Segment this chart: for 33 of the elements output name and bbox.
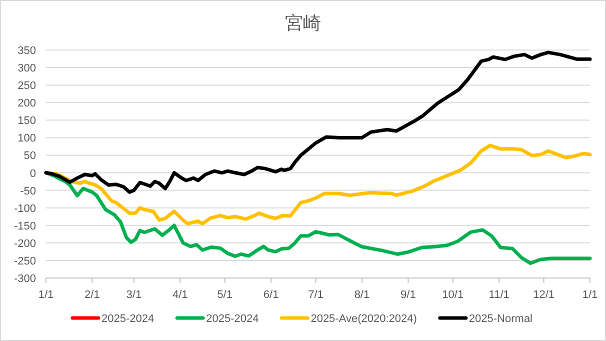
y-tick-label: -150: [14, 220, 36, 232]
y-tick-label: -50: [20, 185, 36, 198]
y-tick-label: 300: [18, 62, 36, 75]
x-tick-label: 4/1: [172, 289, 188, 301]
x-tick-label: 10/1: [442, 289, 464, 301]
x-tick-label: 9/1: [400, 289, 416, 301]
y-tick-label: 50: [24, 150, 36, 162]
x-tick-label: 5/1: [217, 289, 232, 301]
x-tick-label: 7/1: [308, 289, 324, 301]
y-tick-label: -200: [14, 238, 36, 250]
legend-label: 2025-Normal: [468, 313, 533, 325]
x-tick-label: 8/1: [354, 289, 370, 301]
y-tick-label: -100: [14, 202, 36, 215]
y-tick-label: -300: [14, 273, 36, 285]
chart-title: 宮崎: [285, 13, 321, 33]
x-tick-label: 6/1: [263, 289, 279, 301]
x-tick-label: 11/1: [488, 289, 510, 301]
y-tick-label: -250: [14, 255, 36, 268]
y-tick-label: 150: [18, 115, 36, 128]
x-tick-label: 1/1: [38, 289, 54, 301]
legend-label: 2025-Ave(2020:2024): [310, 313, 417, 325]
y-tick-label: 100: [18, 132, 36, 145]
x-tick-label: 3/1: [126, 289, 142, 301]
y-tick-label: 350: [18, 45, 36, 57]
y-tick-label: 200: [18, 98, 36, 110]
x-tick-label: 1/1: [582, 289, 598, 301]
legend-label: 2025-2024: [101, 313, 154, 325]
y-tick-label: 250: [18, 80, 36, 92]
y-tick-label: 0: [30, 168, 36, 180]
x-tick-label: 2/1: [84, 289, 100, 301]
x-tick-label: 12/1: [533, 289, 555, 301]
line-series: [44, 50, 592, 194]
legend-label: 2025-2024: [206, 313, 259, 325]
